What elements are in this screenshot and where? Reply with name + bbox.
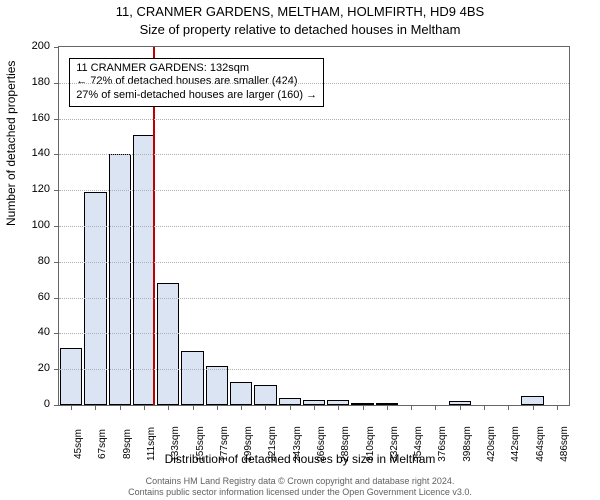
plot-area: 11 CRANMER GARDENS: 132sqm ← 72% of deta… [58, 46, 570, 406]
gridline-h [59, 369, 569, 370]
x-axis-title: Distribution of detached houses by size … [0, 452, 600, 466]
y-tick-label: 0 [44, 398, 50, 410]
histogram-bar [279, 398, 301, 405]
histogram-bar [109, 154, 131, 405]
gridline-h [59, 333, 569, 334]
y-tick-mark [54, 262, 59, 263]
histogram-bar [181, 351, 203, 405]
y-tick-mark [54, 369, 59, 370]
y-tick-label: 180 [32, 76, 50, 88]
subtitle-line: Size of property relative to detached ho… [0, 22, 600, 38]
y-tick-mark [54, 119, 59, 120]
y-tick-label: 80 [38, 255, 50, 267]
footer-line-1: Contains HM Land Registry data © Crown c… [0, 476, 600, 487]
histogram-bar [157, 283, 179, 405]
chart-container: 11, CRANMER GARDENS, MELTHAM, HOLMFIRTH,… [0, 0, 600, 500]
y-tick-mark [54, 190, 59, 191]
footer-line-2: Contains public sector information licen… [0, 487, 600, 498]
y-tick-mark [54, 154, 59, 155]
address-line: 11, CRANMER GARDENS, MELTHAM, HOLMFIRTH,… [0, 4, 600, 20]
gridline-h [59, 226, 569, 227]
y-tick-mark [54, 83, 59, 84]
gridline-h [59, 83, 569, 84]
histogram-bar [206, 366, 228, 405]
y-tick-label: 200 [32, 40, 50, 52]
y-tick-label: 160 [32, 112, 50, 124]
y-tick-label: 40 [38, 326, 50, 338]
gridline-h [59, 154, 569, 155]
gridline-h [59, 119, 569, 120]
y-tick-mark [54, 298, 59, 299]
y-tick-mark [54, 405, 59, 406]
title-block: 11, CRANMER GARDENS, MELTHAM, HOLMFIRTH,… [0, 0, 600, 39]
y-tick-label: 120 [32, 183, 50, 195]
histogram-bar [230, 382, 252, 405]
annotation-line-3: 27% of semi-detached houses are larger (… [76, 89, 317, 103]
gridline-h [59, 298, 569, 299]
y-tick-mark [54, 333, 59, 334]
gridline-h [59, 190, 569, 191]
histogram-bar [133, 135, 155, 405]
footer-block: Contains HM Land Registry data © Crown c… [0, 476, 600, 498]
histogram-bar [521, 396, 543, 405]
annotation-line-1: 11 CRANMER GARDENS: 132sqm [76, 62, 317, 76]
y-tick-mark [54, 47, 59, 48]
gridline-h [59, 262, 569, 263]
y-tick-mark [54, 226, 59, 227]
x-axis-labels: 45sqm67sqm89sqm111sqm133sqm155sqm177sqm1… [58, 408, 570, 452]
histogram-bar [60, 348, 82, 405]
y-tick-label: 20 [38, 362, 50, 374]
y-axis-title: Number of detached properties [4, 61, 18, 226]
y-tick-label: 60 [38, 291, 50, 303]
y-tick-label: 100 [32, 219, 50, 231]
y-tick-label: 140 [32, 147, 50, 159]
histogram-bar [254, 385, 276, 405]
